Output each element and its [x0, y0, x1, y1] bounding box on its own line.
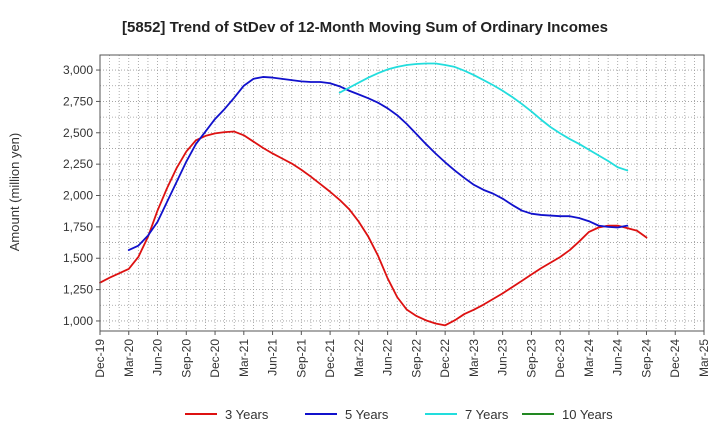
- y-tick-label: 2,250: [63, 157, 93, 171]
- series-lines: [99, 62, 648, 327]
- series-line-7-years: [338, 62, 629, 172]
- x-tick-label: Sep-20: [179, 339, 193, 378]
- chart-title: [5852] Trend of StDev of 12-Month Moving…: [122, 19, 608, 36]
- y-tick-label: 1,500: [63, 251, 93, 265]
- y-axis-ticks: 1,000 1,250 1,500 1,750 2,000 2,250 2,500 2,750…: [63, 63, 100, 328]
- plot-frame: [99, 54, 705, 332]
- x-tick-label: Mar-23: [467, 339, 481, 377]
- x-tick-label: Dec-22: [438, 339, 452, 378]
- x-tick-label: Mar-24: [582, 339, 596, 377]
- legend: 3 Years 5 Years 7 Years 10 Years: [185, 407, 613, 422]
- y-tick-label: 1,000: [63, 314, 93, 328]
- x-tick-label: Sep-21: [294, 339, 308, 378]
- x-tick-label: Sep-22: [409, 339, 423, 378]
- legend-label: 3 Years: [225, 407, 269, 422]
- x-tick-label: Dec-20: [208, 339, 222, 378]
- grid-lines: [100, 55, 704, 331]
- x-tick-label: Sep-23: [524, 339, 538, 378]
- y-tick-label: 2,750: [63, 94, 93, 108]
- legend-label: 10 Years: [562, 407, 613, 422]
- x-tick-label: Dec-24: [668, 339, 682, 378]
- series-line-3-years: [99, 130, 648, 327]
- x-tick-label: Jun-21: [266, 339, 280, 376]
- x-tick-label: Dec-19: [93, 339, 107, 378]
- x-tick-label: Mar-21: [237, 339, 251, 377]
- x-tick-label: Dec-21: [323, 339, 337, 378]
- x-axis-ticks: Dec-19 Mar-20 Jun-20 Sep-20 Dec-20 Mar-21 Jun-…: [93, 331, 711, 378]
- x-tick-label: Mar-22: [352, 339, 366, 377]
- y-tick-label: 1,250: [63, 283, 93, 297]
- plot-area: [100, 55, 704, 331]
- x-tick-label: Sep-24: [639, 339, 653, 378]
- x-tick-label: Jun-22: [381, 339, 395, 376]
- y-axis-label: Amount (million yen): [7, 133, 22, 252]
- x-tick-label: Jun-24: [611, 339, 625, 376]
- x-tick-label: Mar-20: [122, 339, 136, 377]
- y-tick-label: 2,500: [63, 126, 93, 140]
- legend-label: 5 Years: [345, 407, 389, 422]
- y-tick-label: 2,000: [63, 189, 93, 203]
- x-tick-label: Dec-23: [553, 339, 567, 378]
- legend-label: 7 Years: [465, 407, 509, 422]
- series-line-5-years: [127, 76, 629, 251]
- y-tick-label: 3,000: [63, 63, 93, 77]
- x-tick-label: Mar-25: [697, 339, 711, 377]
- x-tick-label: Jun-23: [496, 339, 510, 376]
- y-tick-label: 1,750: [63, 220, 93, 234]
- x-tick-label: Jun-20: [151, 339, 165, 376]
